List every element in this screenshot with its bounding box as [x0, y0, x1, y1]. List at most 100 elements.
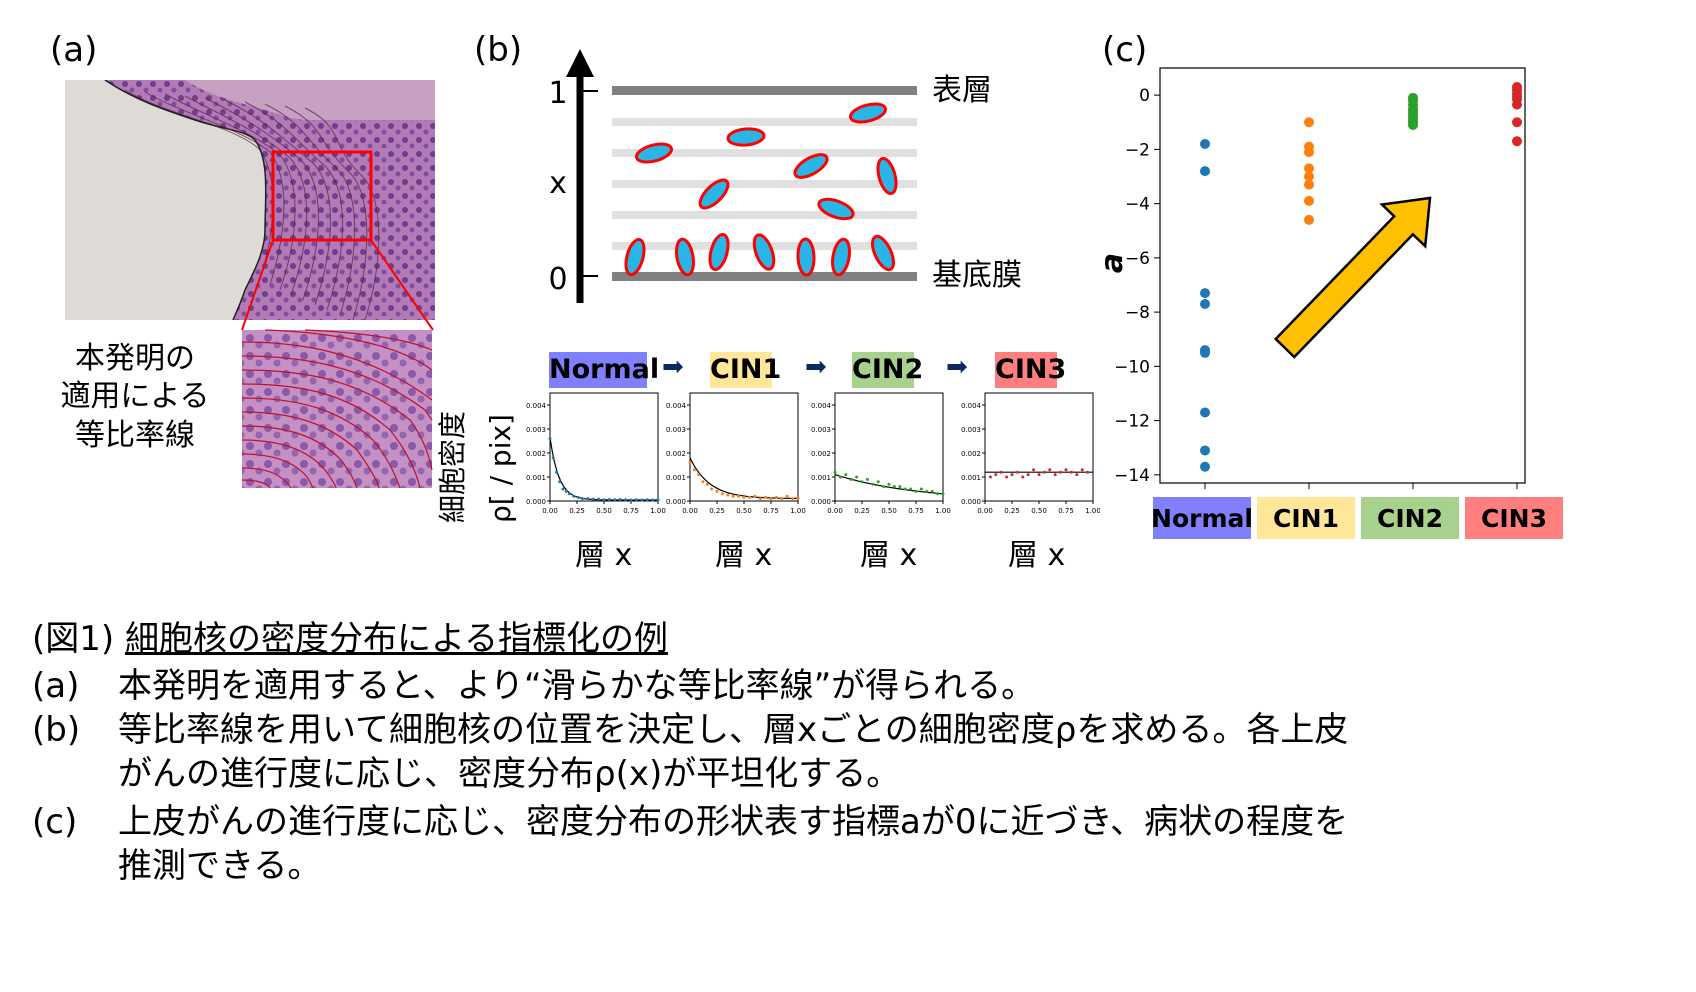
mini-data-point: [834, 471, 837, 474]
ylabel-unit: ρ[ / pix]: [484, 414, 517, 523]
mini-data-point: [1081, 468, 1084, 471]
mini-data-point: [1054, 473, 1057, 476]
mini-ytick-label: 0.004: [961, 402, 982, 410]
mini-ytick-label: 0.000: [526, 498, 546, 506]
caption-item-label: (c): [32, 798, 77, 846]
mini-data-point: [603, 498, 606, 501]
data-point-cin2: [1408, 120, 1418, 130]
mini-data-point: [552, 456, 555, 459]
data-point-normal: [1200, 299, 1210, 309]
mini-data-point: [577, 496, 580, 499]
mini-ytick-label: 0.003: [961, 426, 981, 434]
mini-data-point: [619, 498, 622, 501]
mini-data-point: [558, 480, 561, 483]
mini-xtick-label: 0.50: [881, 507, 897, 515]
mini-data-point: [888, 483, 891, 486]
mini-data-point: [586, 497, 589, 500]
mini-data-point: [568, 492, 571, 495]
mini-data-point: [1021, 476, 1024, 479]
density-mini-plots: 0.0040.0030.0020.0010.0000.000.250.500.7…: [520, 388, 1100, 523]
caption-prefix: (図1): [32, 619, 125, 659]
mini-data-point: [839, 476, 842, 479]
nucleus: [707, 233, 732, 272]
data-point-cin1: [1304, 215, 1314, 225]
mini-ytick-label: 0.002: [666, 450, 686, 458]
mini-data-point: [850, 478, 853, 481]
mini-data-point: [716, 490, 719, 493]
mini-ytick-label: 0.003: [666, 426, 686, 434]
mini-data-point: [561, 488, 564, 491]
mini-data-point: [994, 473, 997, 476]
mini-ytick-label: 0.001: [811, 474, 831, 482]
mini-data-point: [748, 496, 751, 499]
ytick-label: −2: [1125, 140, 1150, 160]
mini-xtick-label: 0.25: [709, 507, 725, 515]
xlabel-cin1: 層 x: [715, 530, 772, 574]
mini-data-point: [572, 495, 575, 498]
surface-layer-line: [612, 86, 917, 95]
ytick-label: −14: [1114, 466, 1150, 486]
mini-data-point: [1000, 471, 1003, 474]
mini-data-point: [1005, 476, 1008, 479]
mini-data-point: [770, 497, 773, 500]
data-point-cin1: [1304, 196, 1314, 206]
mini-data-point: [780, 497, 783, 500]
mini-ytick-label: 0.004: [666, 402, 687, 410]
data-point-cin1: [1304, 147, 1314, 157]
mini-plot-frame: [550, 393, 658, 501]
stage-tag-cin3: CIN3: [995, 352, 1057, 388]
mini-data-point: [1075, 473, 1078, 476]
mini-ytick-label: 0.002: [811, 450, 831, 458]
mini-xtick-label: 1.00: [935, 507, 951, 515]
mini-data-point: [915, 490, 918, 493]
surface-layer-label: 表層: [932, 73, 992, 108]
arrow-right-icon: ➡: [805, 352, 827, 382]
caption-title: 細胞核の密度分布による指標化の例: [125, 619, 668, 659]
panel-a-label: (a): [50, 30, 97, 70]
basement-membrane-line: [612, 272, 917, 281]
xlabel-normal: 層 x: [575, 530, 632, 574]
histology-zoom-inset: [242, 330, 432, 488]
stage-tag-normal: Normal: [549, 352, 647, 388]
index-a-scatter-chart: 0−2−4−6−8−10−12−14aNormalCIN1CIN2CIN3: [1090, 60, 1670, 540]
mini-data-point: [861, 480, 864, 483]
mini-xtick-label: 0.00: [682, 507, 698, 515]
caption-item-text: 等比率線を用いて細胞核の位置を決定し、層xごとの細胞密度ρを求める。各上皮: [118, 706, 1348, 754]
mini-data-point: [651, 499, 654, 502]
mini-xtick-label: 0.50: [1031, 507, 1047, 515]
mini-data-point: [608, 498, 611, 501]
mini-data-point: [764, 496, 767, 499]
mini-data-point: [1086, 471, 1089, 474]
mini-data-point: [931, 490, 934, 493]
mini-data-point: [920, 488, 923, 491]
mini-data-point: [877, 480, 880, 483]
mini-data-point: [646, 498, 649, 501]
data-point-cin1: [1304, 117, 1314, 127]
mini-ytick-label: 0.000: [666, 498, 686, 506]
nucleus: [868, 233, 898, 272]
mini-plot-cin2: 0.0040.0030.0020.0010.0000.000.250.500.7…: [811, 393, 951, 515]
mini-data-point: [882, 485, 885, 488]
annotation-line: 適用による: [40, 378, 230, 416]
mini-xtick-label: 0.00: [977, 507, 993, 515]
mini-data-point: [726, 494, 729, 497]
mini-ytick-label: 0.000: [961, 498, 981, 506]
mini-data-point: [759, 497, 762, 500]
mini-data-point: [1016, 471, 1019, 474]
mini-data-point: [592, 498, 595, 501]
caption-item-text: 本発明を適用すると、より“滑らかな等比率線”が得られる。: [118, 662, 1035, 710]
caption-item-text: がんの進行度に応じ、密度分布ρ(x)が平坦化する。: [118, 750, 900, 798]
mini-xtick-label: 0.50: [596, 507, 612, 515]
nucleus: [727, 127, 764, 146]
xlabel-cin2: 層 x: [860, 530, 917, 574]
mini-xtick-label: 0.75: [908, 507, 924, 515]
mini-data-point: [1070, 471, 1073, 474]
mini-plot-cin3: 0.0040.0030.0020.0010.0000.000.250.500.7…: [961, 393, 1100, 515]
ytick-label: −10: [1114, 357, 1150, 377]
mini-data-point: [721, 492, 724, 495]
mini-data-point: [909, 488, 912, 491]
mini-data-point: [743, 496, 746, 499]
data-point-normal: [1200, 288, 1210, 298]
data-point-normal: [1200, 462, 1210, 472]
mini-data-point: [1048, 468, 1051, 471]
